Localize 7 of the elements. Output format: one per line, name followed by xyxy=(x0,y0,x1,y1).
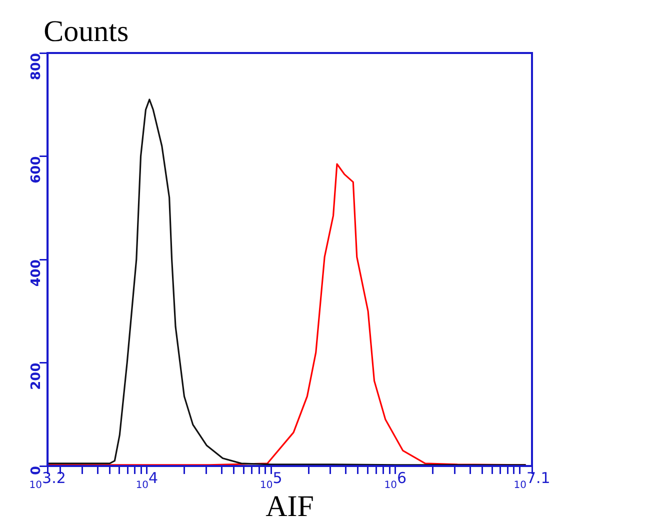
y-axis-title: Counts xyxy=(44,15,129,48)
y-tick-label: 800 xyxy=(28,53,44,80)
y-tick-label: 200 xyxy=(28,362,44,390)
y-tick-label: 400 xyxy=(28,260,44,287)
y-tick-label: 0 xyxy=(28,466,44,476)
y-tick-label: 600 xyxy=(28,156,44,184)
x-axis-title: AIF xyxy=(266,490,314,523)
